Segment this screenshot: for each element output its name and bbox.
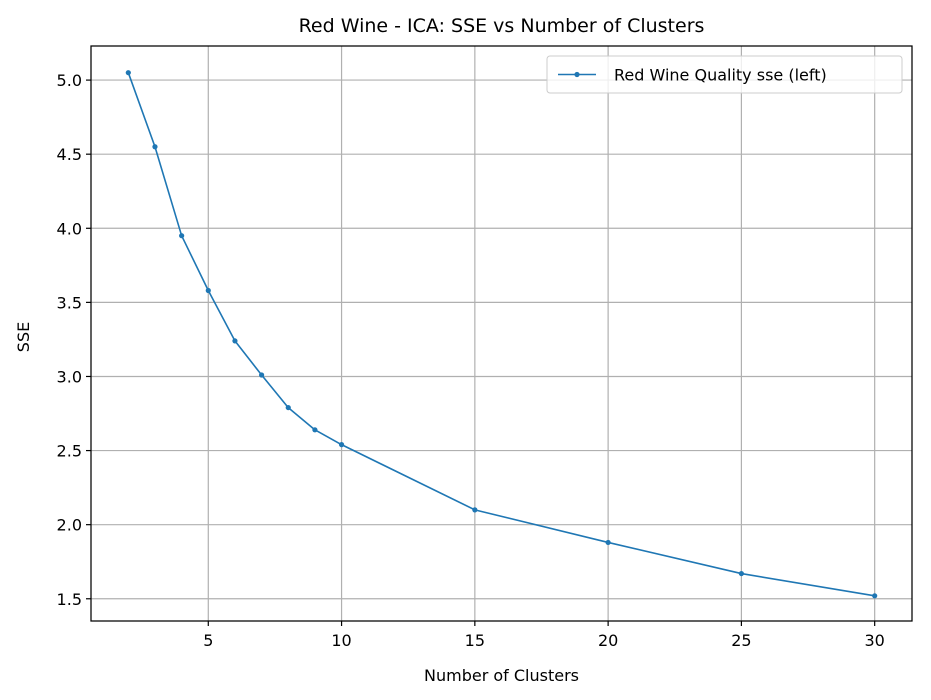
y-tick-label: 3.0 xyxy=(57,367,82,386)
data-point xyxy=(338,442,345,448)
y-tick-label: 4.0 xyxy=(57,219,82,238)
y-tick-label: 1.5 xyxy=(57,590,82,609)
y-tick-label: 3.5 xyxy=(57,293,82,312)
data-point xyxy=(312,427,318,433)
y-tick-label: 2.0 xyxy=(57,516,82,535)
data-point xyxy=(125,70,131,76)
legend-box xyxy=(546,55,903,94)
y-tick-label: 5.0 xyxy=(57,71,82,90)
x-tick-label: 20 xyxy=(598,631,618,650)
x-tick-label: 15 xyxy=(465,631,485,650)
plot-area xyxy=(91,46,912,621)
data-point xyxy=(152,144,158,150)
x-tick-label: 10 xyxy=(331,631,351,650)
data-point xyxy=(472,507,478,513)
plot-frame xyxy=(90,45,913,622)
legend-marker xyxy=(574,71,580,78)
x-tick-label: 30 xyxy=(865,631,885,650)
data-point xyxy=(205,287,211,294)
x-tick-label: 25 xyxy=(731,631,751,650)
data-point xyxy=(738,570,745,577)
y-axis-label: SSE xyxy=(14,322,33,352)
axis-ticks: 5 10 15 20 25 30 1.5 2.0 2.5 3.0 3.5 4.0 4.5 5.0 xyxy=(57,71,885,650)
y-tick-label: 2.5 xyxy=(57,442,82,461)
data-point xyxy=(232,338,238,344)
data-point xyxy=(179,233,185,239)
chart-title: Red Wine - ICA: SSE vs Number of Cluster… xyxy=(299,15,705,37)
data-point xyxy=(605,539,611,546)
data-point xyxy=(285,404,291,411)
y-tick-label: 4.5 xyxy=(57,145,82,164)
x-tick-label: 5 xyxy=(203,631,213,650)
data-point xyxy=(872,593,878,599)
grid-lines xyxy=(91,46,912,621)
data-point xyxy=(258,372,265,378)
series-layer xyxy=(125,70,878,599)
x-axis-label: Number of Clusters xyxy=(424,666,579,685)
legend-entry-label: Red Wine Quality sse (left) xyxy=(614,66,827,85)
legend: Red Wine Quality sse (left) xyxy=(546,55,903,94)
